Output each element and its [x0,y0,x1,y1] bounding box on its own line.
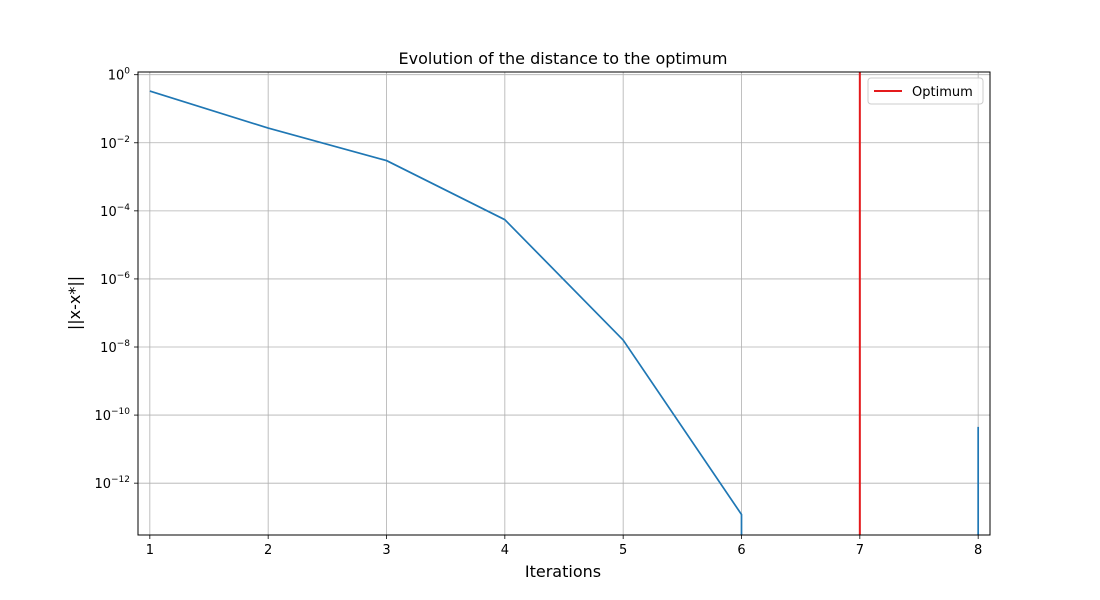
legend: Optimum [867,77,984,105]
series-line-0 [149,90,743,535]
legend-label: Optimum [912,85,973,100]
x-tick-label: 1 [146,543,154,558]
x-axis: 1 2 3 4 5 6 7 8 [146,535,982,558]
y-tick-label: 10−2 [100,135,130,152]
y-tick-label: 10−6 [100,271,130,288]
legend-box [867,77,984,105]
x-tick-label: 6 [737,543,745,558]
y-tick-label: 100 [108,67,131,84]
y-tick-label: 10−12 [94,475,130,492]
y-tick-label: 10−10 [94,407,130,424]
x-tick-label: 7 [856,543,864,558]
x-tick-label: 3 [382,543,390,558]
y-axis: 100 10−2 10−4 10−6 10−8 10−10 10−12 [94,67,138,492]
x-tick-label: 8 [974,543,982,558]
plot-frame [137,71,991,536]
series-layer [149,90,980,535]
y-axis-label: ||x-x*|| [65,276,84,330]
x-tick-label: 4 [501,543,509,558]
x-tick-label: 5 [619,543,627,558]
x-tick-label: 2 [264,543,272,558]
y-tick-label: 10−8 [100,339,130,356]
x-axis-label: Iterations [525,562,601,581]
grid [138,72,990,535]
chart-title: Evolution of the distance to the optimum [399,49,728,68]
y-tick-label: 10−4 [100,203,130,220]
